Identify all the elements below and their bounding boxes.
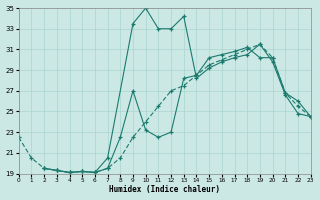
X-axis label: Humidex (Indice chaleur): Humidex (Indice chaleur) [109,185,220,194]
